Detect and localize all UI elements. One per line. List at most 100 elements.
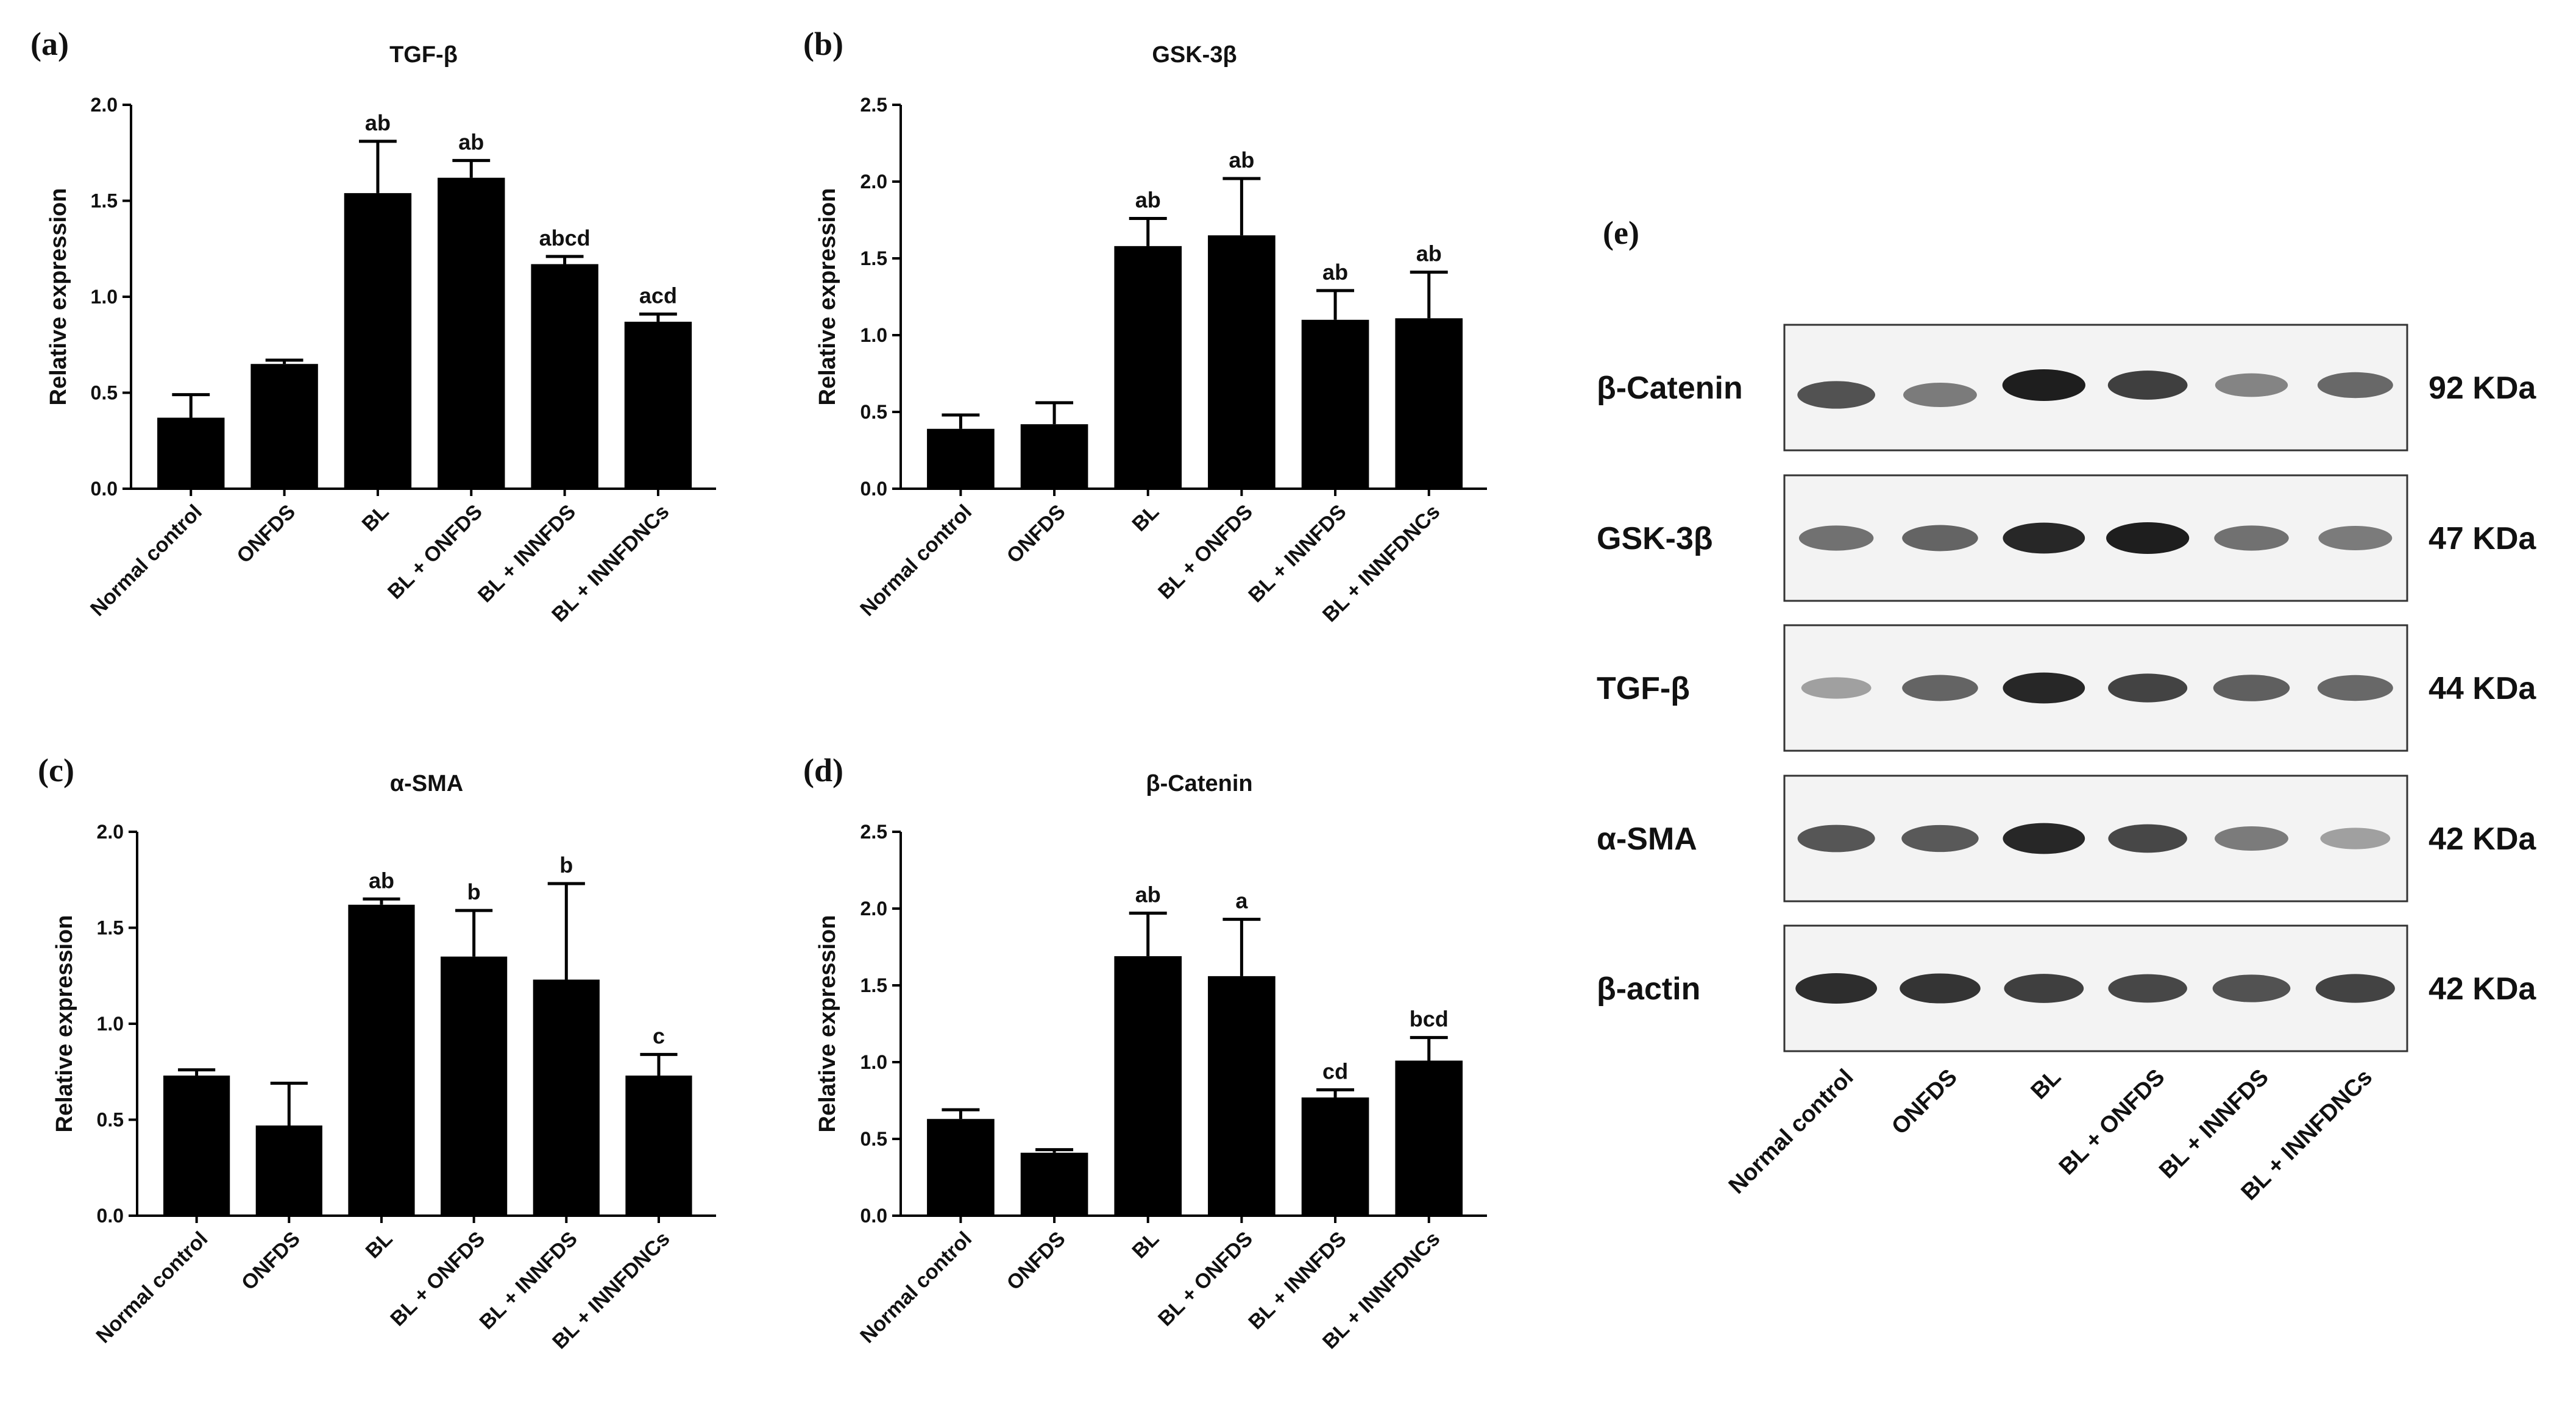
significance-label: c — [653, 1023, 665, 1048]
panel-letter-d: (d) — [803, 752, 843, 789]
chart-tgf-beta: TGF-β Relative expression 0.0 0.5 1.0 1.5 2.0 N… — [46, 42, 716, 626]
blot-band — [2212, 974, 2291, 1002]
bar — [624, 321, 692, 489]
chart-beta-catenin: β-Catenin Relative expression 0.0 0.5 1.0 1.5… — [815, 771, 1487, 1353]
blot-band — [2003, 522, 2085, 554]
category-label: BL + ONFDS — [383, 500, 487, 604]
y-axis-label: Relative expression — [52, 915, 77, 1133]
y-tick-label: 2.0 — [860, 171, 887, 193]
blot-band — [2108, 673, 2188, 703]
blot-protein-label: TGF-β — [1597, 671, 1690, 706]
blot-band — [2107, 370, 2188, 400]
blot-lane-label: BL + ONFDS — [2054, 1065, 2170, 1180]
bar — [625, 1076, 692, 1216]
significance-label: ab — [1322, 260, 1348, 285]
blot-band — [2318, 526, 2393, 550]
significance-label: ab — [1135, 882, 1161, 907]
y-tick-label: 1.5 — [91, 190, 118, 212]
y-tick-label: 2.5 — [860, 821, 887, 843]
bar — [163, 1076, 230, 1216]
y-tick-label: 2.5 — [860, 94, 887, 116]
blot-band — [2213, 675, 2290, 701]
blot-band — [2004, 974, 2084, 1003]
y-axis-label: Relative expression — [46, 188, 71, 406]
category-label: BL + INNFDS — [1244, 500, 1350, 607]
bar — [1301, 1097, 1369, 1216]
bar — [1208, 976, 1276, 1216]
bar — [438, 177, 505, 489]
panel-letter-e: (e) — [1603, 214, 1639, 251]
category-label: BL + INNFDS — [475, 1227, 582, 1334]
blot-band — [1801, 677, 1872, 699]
bar — [1020, 1152, 1088, 1216]
blot-size-label: 42 KDa — [2429, 821, 2536, 857]
bar — [533, 979, 600, 1216]
bar — [344, 193, 412, 489]
y-tick-label: 1.0 — [860, 324, 887, 346]
y-axis-label: Relative expression — [815, 915, 840, 1133]
blot-size-label: 42 KDa — [2429, 971, 2536, 1007]
blot-protein-label: β-Catenin — [1597, 370, 1743, 406]
y-axis-label: Relative expression — [815, 188, 840, 406]
panel-letter-b: (b) — [803, 26, 843, 62]
bar — [348, 904, 415, 1216]
blot-band — [2108, 824, 2187, 853]
blot-strip — [1783, 924, 2408, 1052]
blot-band — [2317, 675, 2393, 701]
significance-label: ab — [365, 110, 391, 135]
blot-size-label: 44 KDa — [2429, 671, 2536, 706]
significance-label: acd — [639, 283, 677, 308]
bar — [1395, 1060, 1463, 1216]
blot-band — [1797, 381, 1876, 409]
blot-strip — [1783, 624, 2408, 752]
significance-label: ab — [1416, 241, 1442, 266]
category-label: Normal control — [91, 1227, 212, 1348]
significance-label: b — [559, 853, 573, 878]
significance-label: ab — [369, 868, 394, 893]
y-tick-label: 2.0 — [91, 94, 118, 116]
category-label: BL + ONFDS — [386, 1227, 489, 1331]
blot-band — [1903, 383, 1977, 407]
category-label: BL + INNFDS — [474, 500, 580, 607]
blot-band — [2003, 823, 2085, 854]
y-tick-label: 0.0 — [860, 1205, 887, 1227]
category-label: BL — [358, 500, 394, 536]
blot-band — [1797, 824, 1875, 853]
chart-alpha-sma: α-SMA Relative expression 0.0 0.5 1.0 1.5 2.0 N… — [52, 771, 716, 1353]
blot-strip — [1783, 775, 2408, 902]
blot-lane-label: ONFDS — [1887, 1065, 1962, 1140]
blot-lane-label: BL + INNFDS — [2154, 1065, 2274, 1184]
y-tick-label: 2.0 — [860, 898, 887, 920]
blot-band — [1902, 675, 1978, 701]
bar — [1114, 956, 1182, 1216]
bar — [157, 417, 225, 489]
bar — [531, 264, 598, 489]
bar — [1020, 424, 1088, 489]
category-label: BL + ONFDS — [1154, 500, 1257, 604]
y-tick-label: 1.5 — [97, 917, 124, 939]
blot-band — [2315, 974, 2395, 1003]
significance-label: a — [1235, 888, 1248, 913]
bar — [927, 428, 995, 489]
significance-label: cd — [1322, 1058, 1348, 1083]
chart-title: TGF-β — [389, 42, 458, 68]
category-label: BL — [1127, 500, 1163, 536]
category-label: ONFDS — [1002, 1227, 1070, 1295]
blot-band — [1902, 525, 1978, 551]
bar — [1301, 319, 1369, 489]
bar — [255, 1125, 322, 1216]
blot-lane-label: Normal control — [1724, 1065, 1859, 1199]
y-tick-label: 0.0 — [91, 478, 118, 500]
y-tick-label: 0.5 — [91, 382, 118, 404]
category-label: BL + INNFDS — [1244, 1227, 1350, 1334]
significance-label: ab — [1229, 147, 1254, 172]
panel-letter-c: (c) — [38, 752, 74, 789]
blot-band — [2215, 373, 2288, 397]
category-label: ONFDS — [237, 1227, 305, 1295]
chart-gsk-3beta: GSK-3β Relative expression 0.0 0.5 1.0 1.5 2.0… — [815, 42, 1487, 626]
category-label: Normal control — [856, 500, 976, 621]
blot-strip — [1783, 474, 2408, 602]
significance-label: abcd — [539, 225, 591, 250]
y-tick-label: 0.5 — [97, 1109, 124, 1131]
